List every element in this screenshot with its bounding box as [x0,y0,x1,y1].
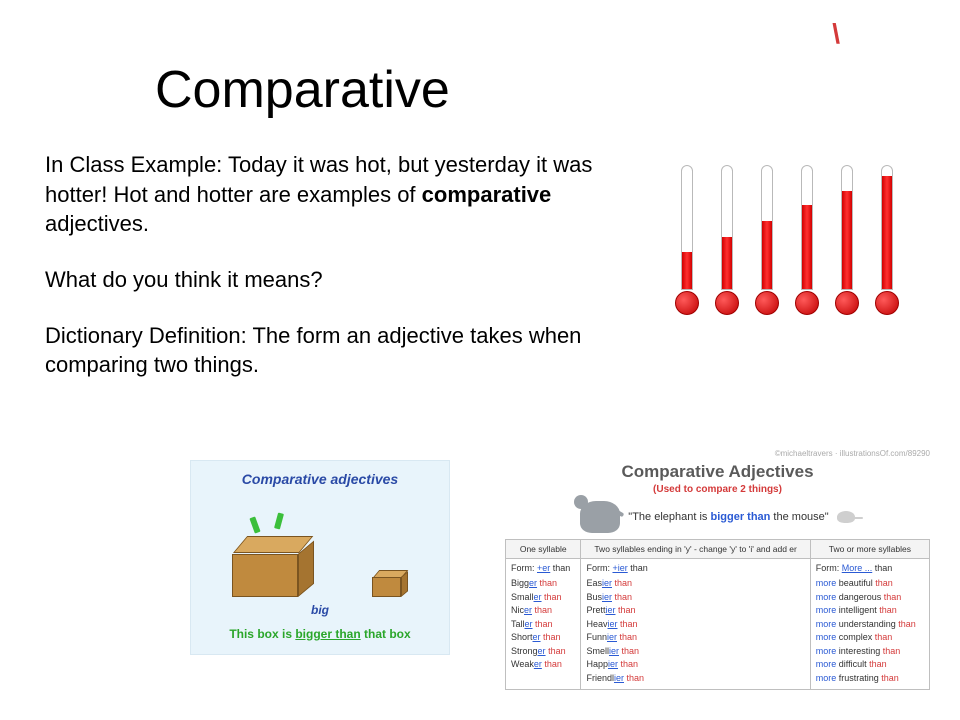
p1-bold: comparative [422,182,552,207]
big-box-icon [232,535,314,597]
paragraph-question: What do you think it means? [45,265,605,295]
thermometers [674,165,900,315]
boxes-sentence: This box is bigger than that box [203,627,437,641]
mouse-icon [837,511,855,523]
sent-key: bigger than [295,627,360,641]
ex-b: the mouse" [770,511,828,523]
elephant-icon [580,501,620,533]
col-head-1: One syllable [506,540,581,559]
small-box-icon [372,569,408,597]
rules-table: One syllable Two syllables ending in 'y'… [505,539,930,690]
thermometer-icon [794,165,820,315]
comparative-boxes-figure: Comparative adjectives big This box is b… [190,460,450,655]
image-credit: ©michaeltravers · illustrationsOf.com/89… [505,449,930,458]
cell-col1: Form: +er thanBigger thanSmaller thanNic… [506,559,581,690]
rules-subtitle: (Used to compare 2 things) [505,484,930,495]
col-head-3: Two or more syllables [810,540,929,559]
page-title: Comparative [155,60,450,120]
thermometer-icon [834,165,860,315]
sent-b: that box [361,627,411,641]
paragraph-definition: Dictionary Definition: The form an adjec… [45,321,605,380]
thermometer-icon [754,165,780,315]
p1-b: adjectives. [45,211,149,236]
paragraph-example: In Class Example: Today it was hot, but … [45,150,605,239]
thermometer-icon [714,165,740,315]
ex-key: bigger than [710,511,770,523]
cell-col2: Form: +ier thanEasier thanBusier thanPre… [581,559,810,690]
comparative-rules-figure: ©michaeltravers · illustrationsOf.com/89… [505,449,930,690]
thermometer-icon [874,165,900,315]
ex-a: "The elephant is [628,511,710,523]
big-label: big [203,603,437,617]
rules-title: Comparative Adjectives [505,462,930,482]
example-sentence: "The elephant is bigger than the mouse" [628,511,828,523]
thermometer-icon [674,165,700,315]
body-text: In Class Example: Today it was hot, but … [45,150,605,406]
col-head-2: Two syllables ending in 'y' - change 'y'… [581,540,810,559]
sent-a: This box is [229,627,295,641]
cell-col3: Form: More ... thanmore beautiful thanmo… [810,559,929,690]
boxes-caption: Comparative adjectives [203,471,437,487]
accent-mark: \ [832,18,840,50]
